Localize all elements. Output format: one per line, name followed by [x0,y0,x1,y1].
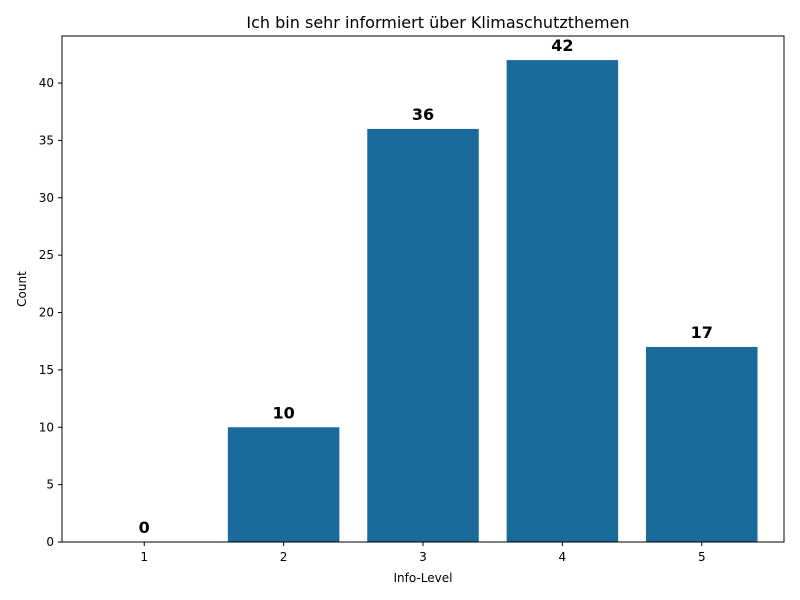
y-tick-label: 35 [39,133,54,147]
y-tick-label: 0 [46,535,54,549]
bars-layer [227,60,758,542]
y-tick-label: 25 [39,248,54,262]
x-axis: 1 2 3 4 5 [140,542,706,564]
y-tick-label: 15 [39,363,54,377]
bar-value-label: 42 [551,36,573,55]
bar-value-label: 10 [272,403,294,422]
y-tick-label: 30 [39,191,54,205]
x-tick-label: 4 [559,550,567,564]
plot-frame [61,35,785,543]
x-tick-label: 1 [140,550,148,564]
y-axis-title: Count [15,271,29,307]
bar-3 [367,128,479,542]
y-tick-label: 20 [39,306,54,320]
y-tick-label: 40 [39,76,54,90]
y-tick-label: 10 [39,420,54,434]
x-tick-label: 2 [280,550,288,564]
x-axis-title: Info-Level [394,571,453,585]
y-axis: 0 5 10 15 20 25 30 35 40 [39,76,62,549]
y-tick-label: 5 [46,478,54,492]
chart-title: Ich bin sehr informiert über Klimaschutz… [246,13,629,32]
bar-2 [227,427,340,542]
x-tick-label: 3 [419,550,427,564]
bar-value-label: 36 [412,105,434,124]
bar-labels-layer: 0 10 36 42 17 [139,36,713,537]
x-tick-label: 5 [698,550,706,564]
bar-value-label: 17 [691,323,713,342]
bar-4 [506,60,619,542]
bar-5 [646,346,758,542]
bar-value-label: 0 [139,518,150,537]
